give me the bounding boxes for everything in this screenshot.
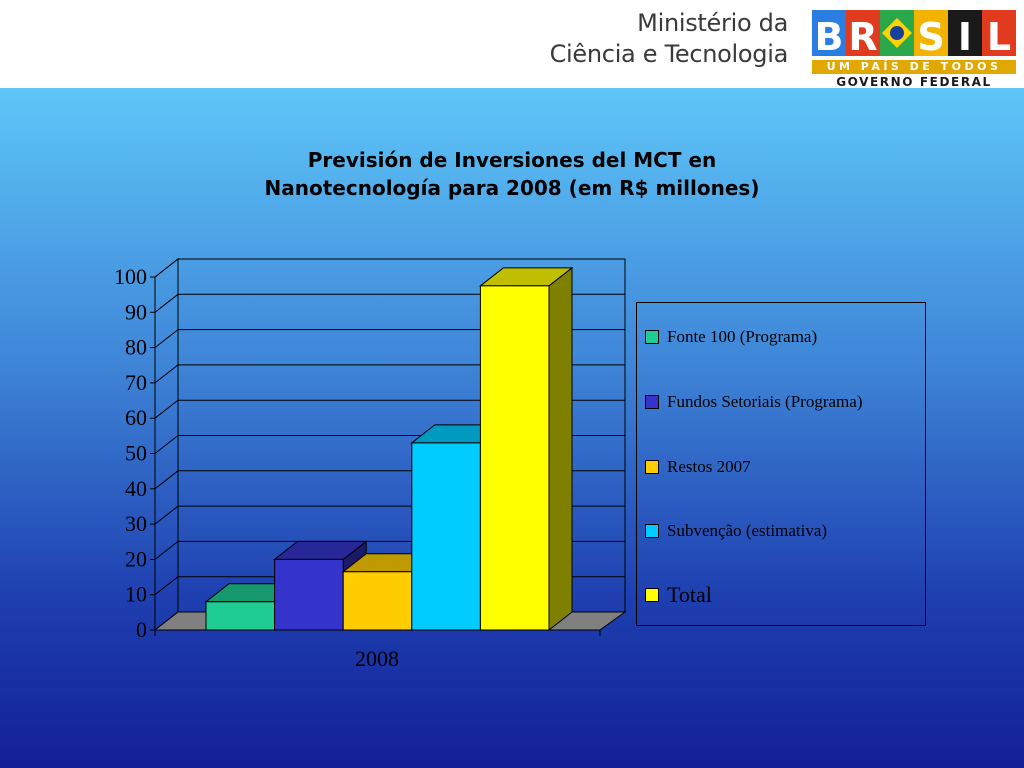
y-tick-label-30: 30 [125,511,147,536]
logo-letter-l: L [987,15,1011,56]
y-tick-label-80: 80 [125,335,147,360]
gridline-60 [154,399,625,419]
legend-item-total: Total [645,582,712,607]
legend-swatch-subvencao [645,524,659,538]
y-tick-label-70: 70 [125,370,147,395]
bar-side-total [548,266,573,632]
y-tick-label-0: 0 [136,617,147,642]
legend-label-fundos-setoriais: Fundos Setoriais (Programa) [667,392,863,411]
legend-swatch-total [645,588,659,602]
logo-letter-r-block [846,10,880,56]
legend-label-fonte-100: Fonte 100 (Programa) [667,327,818,346]
logo-letter-i-block [948,10,982,56]
logo-letter-i: I [958,15,972,56]
y-tick-label-100: 100 [114,264,147,289]
bar-fundos-setoriais-programa [274,558,344,631]
bar-chart-3d: 0 10 20 30 40 50 60 70 80 90 100 2008 [114,257,627,671]
y-tick-label-20: 20 [125,546,147,571]
y-tick-label-60: 60 [125,405,147,430]
gridline-70 [154,364,625,384]
y-tick-label-40: 40 [125,476,147,501]
legend-item-fundos-setoriais: Fundos Setoriais (Programa) [645,390,862,414]
logo-letter-l-block [982,10,1016,56]
brasil-government-logo: B R S I L UM PAÍS DE TODOS GOVERNO FEDER… [812,10,1016,89]
chart-title: Previsión de Inversiones del MCT en Nano… [212,146,812,202]
flag-globe-icon [890,26,904,40]
y-tick-label-10: 10 [125,582,147,607]
logo-letter-r: R [848,15,877,56]
legend-item-fonte-100: Fonte 100 (Programa) [645,325,817,349]
legend-swatch-restos-2007 [645,460,659,474]
logo-government-label: GOVERNO FEDERAL [836,75,992,89]
chart-legend: Fonte 100 (Programa) Fundos Setoriais (P… [636,302,926,626]
slide-header: Ministério da Ciência e Tecnologia B R S… [0,0,1024,89]
ministry-name: Ministério da Ciência e Tecnologia [549,8,789,70]
y-tick-label-50: 50 [125,441,147,466]
legend-item-subvencao: Subvenção (estimativa) [645,519,827,543]
bar-fonte-100-programa [205,601,276,631]
bar-total [479,285,550,631]
x-category-label-2008: 2008 [355,646,399,671]
legend-swatch-fonte-100 [645,330,659,344]
ministry-line-1: Ministério da [637,9,788,37]
slide-body: Previsión de Inversiones del MCT en Nano… [0,88,1024,768]
legend-label-subvencao: Subvenção (estimativa) [667,521,828,540]
y-tick-label-90: 90 [125,299,147,324]
logo-letter-b: B [815,15,844,56]
legend-label-total: Total [667,582,712,607]
legend-swatch-fundos-setoriais [645,395,659,409]
legend-item-restos-2007: Restos 2007 [645,455,751,479]
bar-restos-2007 [342,571,413,631]
gridline-90 [154,293,625,313]
logo-letter-s-block [914,10,948,56]
brasil-wordmark: B R S I L [812,10,1016,56]
chart-title-line-2: Nanotecnología para 2008 (em R$ millones… [264,176,760,200]
logo-tagline: UM PAÍS DE TODOS [812,60,1016,74]
gridline-100 [154,258,625,278]
gridline-80 [154,329,625,348]
chart-title-line-1: Previsión de Inversiones del MCT en [307,148,717,172]
ministry-line-2: Ciência e Tecnologia [549,40,789,68]
bar-subven-o-estimativa [411,442,481,631]
logo-letter-b-block [812,10,846,56]
logo-letter-s: S [917,15,944,56]
legend-label-restos-2007: Restos 2007 [667,457,751,476]
